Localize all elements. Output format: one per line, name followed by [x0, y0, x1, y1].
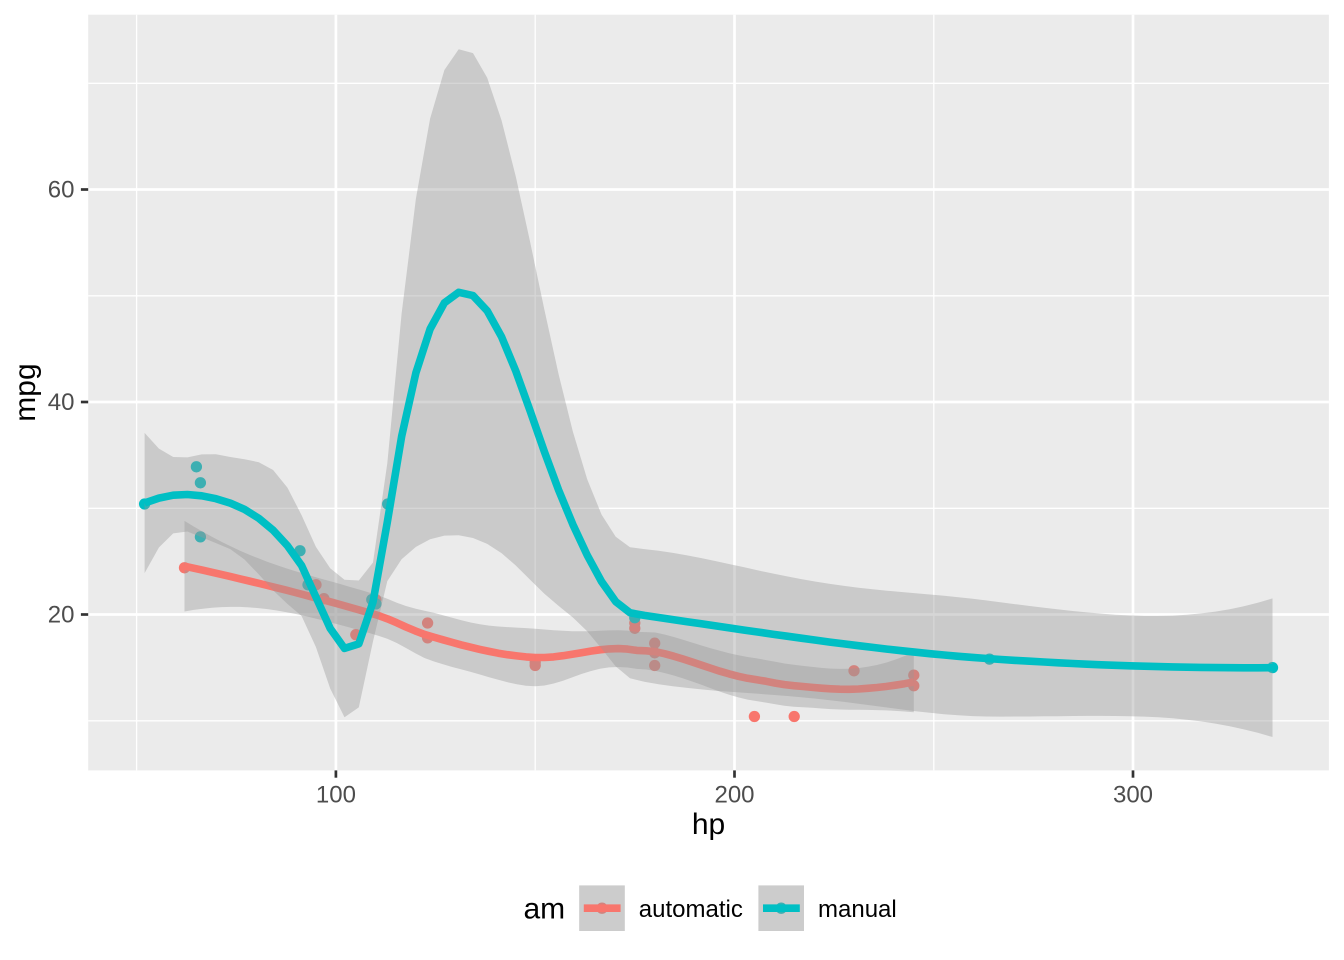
svg-text:300: 300	[1113, 782, 1153, 809]
svg-text:hp: hp	[692, 808, 725, 841]
svg-text:200: 200	[714, 782, 754, 809]
svg-text:20: 20	[48, 602, 75, 629]
svg-text:am: am	[524, 893, 566, 926]
svg-text:manual: manual	[818, 896, 897, 923]
svg-text:60: 60	[48, 177, 75, 204]
svg-text:mpg: mpg	[9, 363, 42, 421]
svg-text:40: 40	[48, 389, 75, 416]
svg-text:automatic: automatic	[639, 896, 743, 923]
svg-text:100: 100	[316, 782, 356, 809]
